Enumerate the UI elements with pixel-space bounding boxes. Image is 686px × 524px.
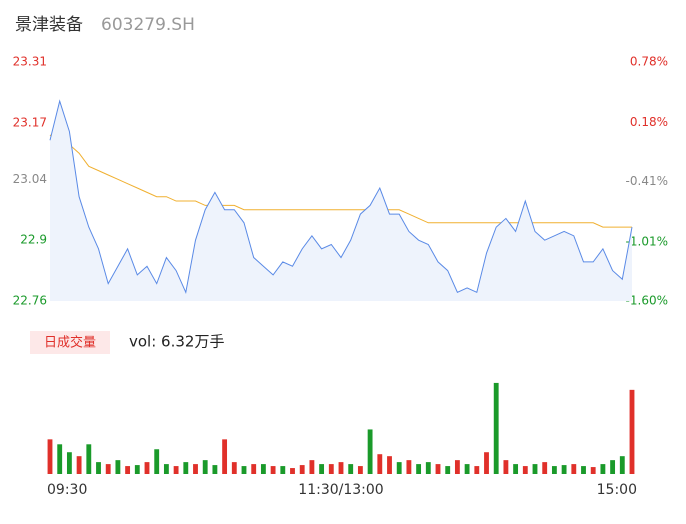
volume-badge bbox=[30, 331, 110, 354]
volume-bar bbox=[290, 468, 295, 474]
volume-bar bbox=[328, 464, 334, 474]
volume-bar bbox=[319, 464, 325, 474]
volume-bar bbox=[387, 456, 392, 474]
y2-tick-label: 0.18% bbox=[630, 115, 668, 129]
volume-bar bbox=[503, 460, 509, 474]
y-tick-label: 22.9 bbox=[20, 233, 47, 247]
volume-bar bbox=[212, 465, 218, 474]
volume-bar bbox=[47, 439, 53, 474]
y-tick-label: 22.76 bbox=[13, 294, 47, 308]
y2-tick-label: -1.01% bbox=[626, 234, 668, 248]
volume-bar bbox=[193, 464, 198, 474]
volume-bar bbox=[231, 462, 237, 474]
y-tick-label: 23.17 bbox=[13, 115, 47, 129]
volume-bar bbox=[66, 452, 72, 474]
chart-title: 景津装备 bbox=[15, 15, 83, 35]
volume-bar bbox=[629, 389, 635, 474]
volume-bar bbox=[57, 444, 63, 474]
volume-bar bbox=[280, 466, 286, 474]
chart-subtitle: 603279.SH bbox=[101, 15, 195, 35]
volume-bar bbox=[260, 464, 266, 474]
volume-bar bbox=[309, 460, 315, 474]
volume-bar bbox=[445, 466, 451, 474]
volume-bar bbox=[357, 466, 363, 474]
volume-bar bbox=[144, 462, 150, 474]
volume-bar bbox=[338, 462, 344, 474]
volume-bar bbox=[241, 466, 247, 474]
x-tick-label: 15:00 bbox=[597, 482, 637, 498]
volume-bar bbox=[125, 466, 131, 474]
volume-bar bbox=[542, 462, 548, 474]
volume-subtitle: vol: 6.32万手 bbox=[129, 333, 224, 351]
volume-bar bbox=[425, 462, 431, 474]
volume-bar bbox=[202, 460, 208, 474]
volume-title: 日成交量 bbox=[44, 335, 96, 351]
volume-bar bbox=[600, 464, 606, 474]
y2-tick-label: -1.60% bbox=[626, 294, 668, 308]
volume-bar bbox=[222, 439, 228, 474]
volume-bar bbox=[484, 452, 489, 474]
y2-tick-label: -0.41% bbox=[626, 174, 668, 188]
volume-bar bbox=[396, 462, 402, 474]
volume-bar bbox=[474, 466, 480, 474]
price-area bbox=[50, 101, 632, 301]
volume-bar bbox=[299, 465, 305, 474]
volume-bar bbox=[76, 456, 82, 474]
volume-bar bbox=[590, 467, 596, 474]
volume-bar bbox=[493, 382, 499, 474]
y2-tick-label: 0.78% bbox=[630, 55, 668, 69]
volume-bar bbox=[571, 464, 577, 474]
price-line bbox=[49, 126, 632, 228]
volume-bar bbox=[551, 466, 557, 474]
y-tick-label: 23.04 bbox=[13, 172, 47, 186]
volume-bar bbox=[134, 465, 140, 474]
volume-bar bbox=[86, 444, 92, 474]
volume-bar bbox=[561, 465, 567, 474]
volume-bar bbox=[251, 464, 257, 474]
volume-bar bbox=[464, 464, 470, 474]
volume-bar bbox=[435, 464, 441, 474]
volume-bar bbox=[270, 466, 276, 474]
volume-bar bbox=[367, 429, 373, 474]
volume-bar bbox=[610, 460, 616, 474]
volume-bar bbox=[581, 466, 586, 474]
y-tick-label: 23.31 bbox=[13, 55, 47, 69]
volume-bar bbox=[105, 464, 111, 474]
volume-bar bbox=[348, 464, 354, 474]
price-line bbox=[49, 99, 633, 294]
volume-bar bbox=[183, 462, 189, 474]
volume-bar bbox=[513, 464, 519, 474]
volume-bar bbox=[522, 466, 528, 474]
volume-bar bbox=[173, 466, 179, 474]
volume-bar bbox=[115, 460, 121, 474]
volume-bar bbox=[96, 462, 101, 474]
volume-bar bbox=[406, 460, 412, 474]
volume-bar bbox=[163, 464, 169, 474]
volume-bar bbox=[416, 464, 422, 474]
volume-bar bbox=[532, 464, 538, 474]
volume-bar bbox=[619, 456, 625, 474]
volume-bar bbox=[377, 454, 383, 474]
x-tick-label: 09:30 bbox=[47, 482, 87, 498]
volume-bar bbox=[454, 460, 460, 474]
volume-bar bbox=[154, 449, 160, 474]
x-tick-label: 11:30/13:00 bbox=[298, 482, 383, 498]
